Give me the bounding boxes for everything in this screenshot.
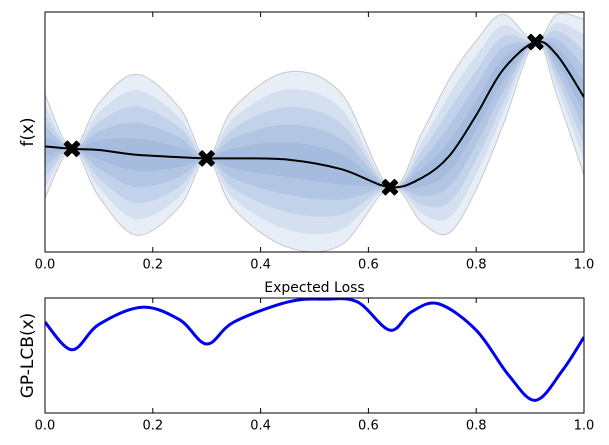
x-tick-label: 0.6 — [358, 258, 379, 273]
chart-title: Expected Loss — [264, 280, 364, 296]
x-tick-label: 0.0 — [35, 258, 56, 273]
axes-frame — [44, 11, 585, 253]
confidence-band — [45, 40, 584, 189]
x-tick-label: 0.4 — [250, 419, 271, 434]
mean-line — [45, 40, 584, 189]
x-tick-label: 0.2 — [142, 419, 163, 434]
plot-area — [45, 12, 584, 252]
lcb-line — [45, 298, 584, 402]
x-tick-label: 1.0 — [574, 419, 595, 434]
x-tick-label: 0.2 — [142, 258, 163, 273]
y-axis-label: GP-LCB(x) — [18, 313, 38, 399]
observation — [198, 150, 215, 167]
confidence-band — [45, 37, 584, 200]
confidence-band — [45, 30, 584, 217]
x-tick-label: 0.0 — [35, 419, 56, 434]
observation — [63, 140, 81, 158]
x-tick-label: 1.0 — [574, 258, 595, 273]
confidence-band — [45, 13, 584, 252]
y-axis-label: f(x) — [18, 117, 38, 146]
upper-bound — [45, 12, 584, 189]
x-tick-label: 0.4 — [250, 258, 271, 273]
x-tick-label: 0.8 — [466, 258, 487, 273]
observation — [527, 33, 544, 51]
x-tick-label: 0.8 — [466, 419, 487, 434]
observation — [381, 178, 399, 196]
axes-frame — [44, 297, 585, 414]
x-tick-label: 0.6 — [358, 419, 379, 434]
confidence-band — [45, 22, 584, 235]
plot-area — [45, 298, 584, 402]
lower-bound — [45, 41, 584, 252]
